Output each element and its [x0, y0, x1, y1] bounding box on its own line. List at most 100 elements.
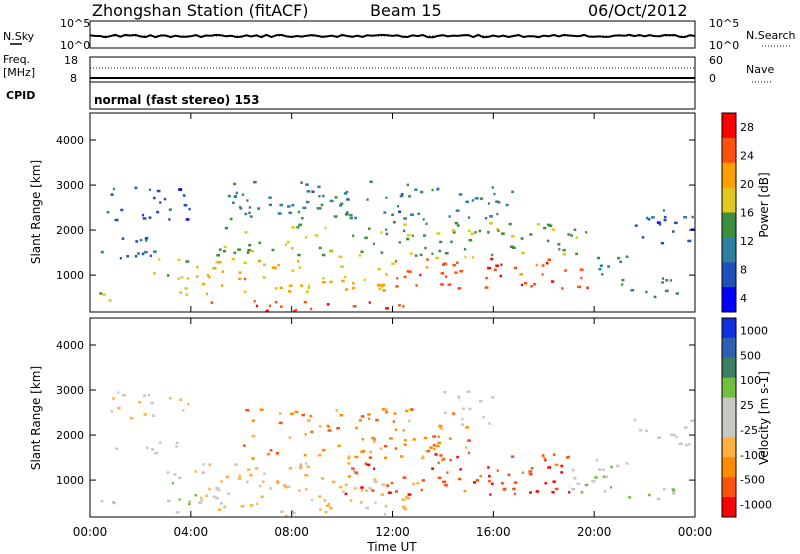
range-gate-cell — [529, 491, 532, 494]
range-gate-cell — [331, 480, 336, 484]
range-gate-cell — [474, 197, 479, 200]
colorbar-tick-label: 28 — [740, 121, 754, 134]
range-gate-cell — [468, 407, 472, 411]
colorbar-segment — [722, 337, 736, 359]
range-gate-cell — [368, 486, 372, 490]
range-gate-cell — [354, 216, 357, 220]
y-tick-label: 3000 — [56, 384, 84, 397]
x-tick-label: 08:00 — [274, 525, 309, 539]
range-gate-cell — [298, 223, 303, 227]
range-gate-cell — [347, 462, 351, 465]
range-gate-cell — [406, 183, 409, 187]
range-gate-cell — [253, 180, 257, 184]
range-gate-cell — [391, 262, 395, 265]
range-gate-cell — [143, 250, 148, 254]
range-gate-cell — [488, 422, 491, 425]
range-gate-cell — [422, 218, 425, 221]
date-label: 06/Oct/2012 — [588, 1, 688, 20]
range-gate-cell — [390, 481, 394, 485]
range-gate-cell — [338, 255, 343, 259]
range-gate-cell — [479, 474, 482, 478]
range-gate-cell — [215, 486, 220, 490]
colorbar-segment — [722, 357, 736, 379]
range-gate-cell — [485, 276, 488, 280]
range-gate-cell — [402, 476, 407, 479]
range-gate-cell — [238, 205, 242, 209]
range-gate-cell — [679, 442, 683, 445]
range-gate-cell — [290, 412, 294, 415]
range-gate-cell — [443, 391, 447, 394]
range-gate-cell — [408, 419, 411, 423]
range-gate-cell — [610, 465, 613, 469]
colorbar-tick-label: 4 — [740, 292, 747, 305]
range-gate-cell — [345, 211, 349, 214]
range-gate-cell — [687, 239, 692, 243]
range-gate-cell — [381, 483, 386, 486]
range-gate-cell — [322, 281, 326, 284]
range-gate-cell — [311, 190, 315, 193]
range-gate-cell — [269, 449, 273, 452]
range-gate-cell — [656, 497, 661, 501]
range-gate-cell — [360, 486, 364, 489]
range-gate-cell — [108, 299, 112, 302]
range-gate-cell — [239, 207, 243, 210]
range-gate-cell — [543, 456, 546, 460]
range-gate-cell — [387, 491, 392, 494]
range-gate-cell — [385, 307, 389, 310]
range-gate-cell — [562, 253, 567, 256]
range-gate-cell — [441, 458, 444, 462]
range-gate-cell — [419, 273, 422, 277]
range-gate-cell — [595, 459, 599, 462]
range-gate-cell — [227, 194, 231, 198]
range-gate-cell — [317, 207, 322, 210]
range-gate-cell — [144, 237, 149, 240]
range-gate-cell — [291, 226, 296, 229]
range-gate-cell — [183, 204, 188, 207]
range-gate-cell — [247, 249, 252, 252]
range-gate-cell — [499, 274, 503, 278]
range-gate-cell — [320, 203, 324, 207]
colorbar-tick-label: 1000 — [740, 324, 768, 337]
range-gate-cell — [246, 251, 250, 254]
y-tick-label: 4000 — [56, 134, 84, 147]
range-gate-cell — [268, 196, 272, 199]
range-gate-cell — [271, 266, 276, 269]
range-gate-cell — [380, 231, 383, 234]
range-gate-cell — [426, 258, 429, 261]
range-gate-cell — [467, 439, 471, 442]
range-gate-cell — [415, 284, 418, 287]
colorbar-tick-label: -1000 — [740, 499, 772, 512]
range-gate-cell — [355, 426, 358, 430]
range-gate-cell — [406, 234, 411, 237]
range-gate-cell — [580, 491, 584, 494]
range-gate-cell — [670, 433, 673, 436]
range-gate-cell — [221, 270, 224, 273]
range-gate-cell — [275, 452, 279, 455]
range-gate-cell — [392, 221, 396, 224]
range-gate-cell — [552, 453, 556, 456]
range-gate-cell — [249, 215, 253, 218]
range-gate-cell — [134, 255, 138, 258]
range-gate-cell — [662, 209, 665, 212]
range-gate-cell — [541, 264, 545, 267]
range-gate-cell — [645, 290, 648, 294]
range-gate-cell — [602, 468, 605, 471]
range-gate-cell — [275, 481, 280, 484]
y-tick-label: 3000 — [56, 179, 84, 192]
range-gate-cell — [216, 488, 221, 492]
range-gate-cell — [215, 496, 219, 500]
colorbar-segment — [722, 477, 736, 498]
range-gate-cell — [361, 438, 364, 441]
range-gate-cell — [422, 455, 425, 458]
range-gate-cell — [524, 282, 528, 285]
range-gate-cell — [286, 240, 290, 244]
range-gate-cell — [215, 260, 218, 264]
range-gate-cell — [368, 417, 371, 420]
range-gate-cell — [405, 409, 409, 413]
range-gate-cell — [432, 444, 436, 447]
nsearch-label: N.Search — [746, 29, 796, 42]
range-gate-cell — [409, 408, 413, 411]
range-gate-cell — [598, 468, 602, 471]
range-gate-cell — [437, 461, 440, 465]
